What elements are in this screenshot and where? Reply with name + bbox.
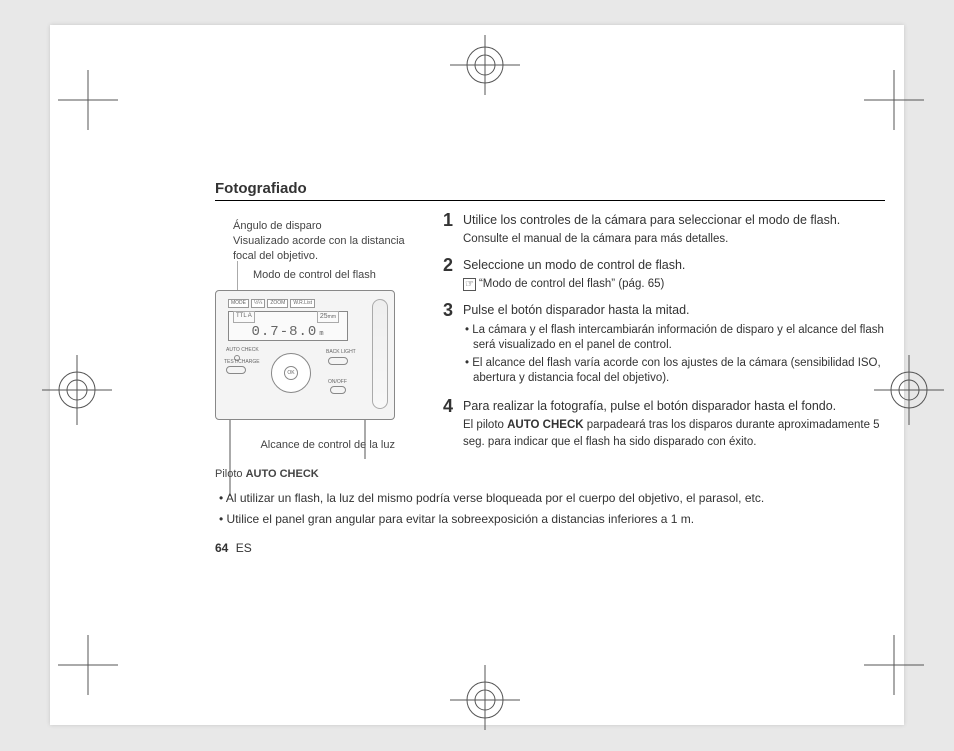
step-text: Para realizar la fotografía, pulse el bo… xyxy=(463,397,885,415)
ttl-indicator: TTL A xyxy=(233,311,255,322)
lcd-screen: TTL A 25mm 0.7 - 8.0 m xyxy=(228,311,348,341)
register-mark-top xyxy=(445,35,525,115)
testcharge-button xyxy=(226,366,246,374)
step-text: Utilice los controles de la cámara para … xyxy=(463,211,885,229)
step-subtext: El piloto AUTO CHECK parpadeará tras los… xyxy=(463,417,885,450)
testcharge-label: TEST/CHARGE xyxy=(224,359,260,366)
section-title: Fotografiado xyxy=(215,180,885,201)
step-number: 3 xyxy=(443,301,463,389)
step-number: 4 xyxy=(443,397,463,450)
step-subtext: Consulte el manual de la cámara para más… xyxy=(463,231,885,248)
crop-mark-middle-left xyxy=(42,355,132,445)
crop-mark-bottom-left xyxy=(58,615,148,705)
step-number: 2 xyxy=(443,256,463,293)
diagram-column: Ángulo de disparo Visualizado acorde con… xyxy=(215,211,425,482)
step-4: 4 Para realizar la fotografía, pulse el … xyxy=(443,397,885,450)
content-area: Fotografiado Ángulo de disparo Visualiza… xyxy=(215,180,885,555)
onoff-label: ON/OFF xyxy=(328,379,347,386)
ok-dpad: OK xyxy=(271,353,311,393)
bullet: El alcance del flash varía acorde con lo… xyxy=(463,356,885,387)
footnotes: Al utilizar un flash, la luz del mismo p… xyxy=(215,490,885,529)
backlight-label: BACK LIGHT xyxy=(326,349,356,356)
step-reference: ☞“Modo de control del flash” (pág. 65) xyxy=(463,276,885,293)
btn-zoom: ZOOM xyxy=(267,299,288,308)
register-mark-bottom xyxy=(445,650,525,730)
page-lang: ES xyxy=(236,541,252,555)
page-number: 64 xyxy=(215,541,228,555)
step-1: 1 Utilice los controles de la cámara par… xyxy=(443,211,885,248)
btn-mode: MODE xyxy=(228,299,249,308)
btn-wrlist: W.R.List xyxy=(290,299,315,308)
crop-mark-top-left xyxy=(58,70,148,160)
step-text: Seleccione un modo de control de flash. xyxy=(463,256,885,274)
step-text: Pulse el botón disparador hasta la mitad… xyxy=(463,301,885,319)
page-footer: 64 ES xyxy=(215,541,885,555)
steps-column: 1 Utilice los controles de la cámara par… xyxy=(443,211,885,482)
label-autocheck-lamp: Piloto AUTO CHECK xyxy=(215,467,425,482)
autocheck-label: AUTO CHECK xyxy=(226,347,259,354)
footnote: Al utilizar un flash, la luz del mismo p… xyxy=(215,490,885,507)
btn-ratio: ½¼ xyxy=(251,299,265,308)
footnote: Utilice el panel gran angular para evita… xyxy=(215,511,885,528)
battery-compartment xyxy=(372,299,388,409)
step-3: 3 Pulse el botón disparador hasta la mit… xyxy=(443,301,885,389)
onoff-button xyxy=(330,386,346,394)
page: Fotografiado Ángulo de disparo Visualiza… xyxy=(50,25,904,725)
flash-range-display: 0.7 - 8.0 m xyxy=(251,323,324,342)
step-bullets: La cámara y el flash intercambiarán info… xyxy=(463,323,885,387)
reference-icon: ☞ xyxy=(463,278,476,291)
backlight-button xyxy=(328,357,348,365)
zoom-indicator: 25mm xyxy=(317,311,339,322)
mode-button-row: MODE ½¼ ZOOM W.R.List xyxy=(228,299,315,308)
crop-mark-bottom-right xyxy=(844,615,934,705)
flash-control-panel-diagram: MODE ½¼ ZOOM W.R.List TTL A 25mm xyxy=(215,290,395,420)
crop-mark-top-right xyxy=(844,70,934,160)
step-number: 1 xyxy=(443,211,463,248)
bullet: La cámara y el flash intercambiarán info… xyxy=(463,323,885,354)
ok-button: OK xyxy=(284,366,298,380)
label-shooting-angle: Ángulo de disparo Visualizado acorde con… xyxy=(233,219,425,264)
step-2: 2 Seleccione un modo de control de flash… xyxy=(443,256,885,293)
